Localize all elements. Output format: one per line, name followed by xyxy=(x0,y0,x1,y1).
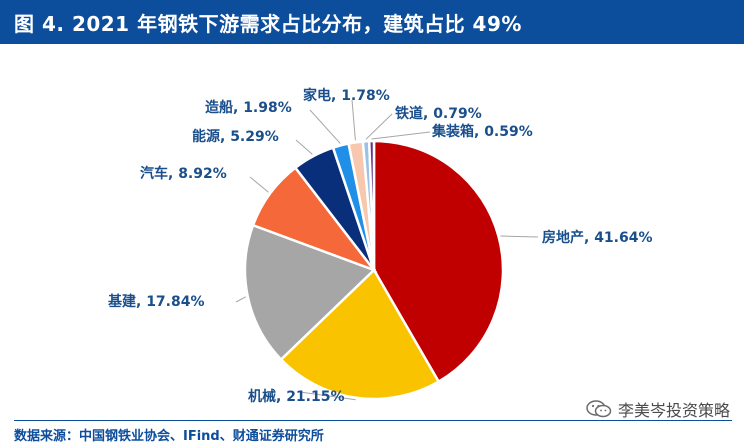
slice-label-3: 汽车, 8.92% xyxy=(140,165,227,182)
slice-label-1: 机械, 21.15% xyxy=(248,388,345,405)
leader-line-7 xyxy=(365,113,393,140)
pie-slice-8 xyxy=(367,139,376,271)
wechat-icon xyxy=(586,400,612,418)
slice-label-6: 家电, 1.78% xyxy=(303,87,390,104)
leader-line-3 xyxy=(249,176,269,193)
slice-label-4: 能源, 5.29% xyxy=(192,128,279,145)
leader-line-1 xyxy=(299,391,356,401)
leader-line-2 xyxy=(235,296,247,303)
watermark: 李美岑投资策略 xyxy=(586,397,730,421)
watermark-text: 李美岑投资策略 xyxy=(617,401,730,420)
leader-line-0 xyxy=(500,235,539,238)
pie-chart: 房地产, 41.64% 机械, 21.15% 基建, 17.84% 汽车, 8.92%… xyxy=(108,87,653,405)
title-bar: 图 4. 2021 年钢铁下游需求占比分布，建筑占比 49% xyxy=(0,0,744,44)
slice-label-0: 房地产, 41.64% xyxy=(542,229,653,246)
slice-label-2: 基建, 17.84% xyxy=(108,293,205,310)
leader-line-5 xyxy=(309,109,341,144)
source-note: 数据来源：中国钢铁业协会、IFind、财通证券研究所 xyxy=(14,429,324,444)
pie-chart-area: 房地产, 41.64% 机械, 21.15% 基建, 17.84% 汽车, 8.92%… xyxy=(0,44,744,416)
pie-slice-1 xyxy=(279,267,441,401)
leader-line-8 xyxy=(371,131,431,140)
slice-label-5: 造船, 1.98% xyxy=(205,99,292,116)
pie-slice-0 xyxy=(372,139,505,384)
chart-title: 图 4. 2021 年钢铁下游需求占比分布，建筑占比 49% xyxy=(14,11,522,36)
footer-divider xyxy=(14,420,732,421)
slice-label-7: 铁道, 0.79% xyxy=(395,105,482,122)
leader-line-6 xyxy=(351,99,356,141)
leader-line-4 xyxy=(295,139,313,155)
slice-label-8: 集装箱, 0.59% xyxy=(431,123,533,140)
